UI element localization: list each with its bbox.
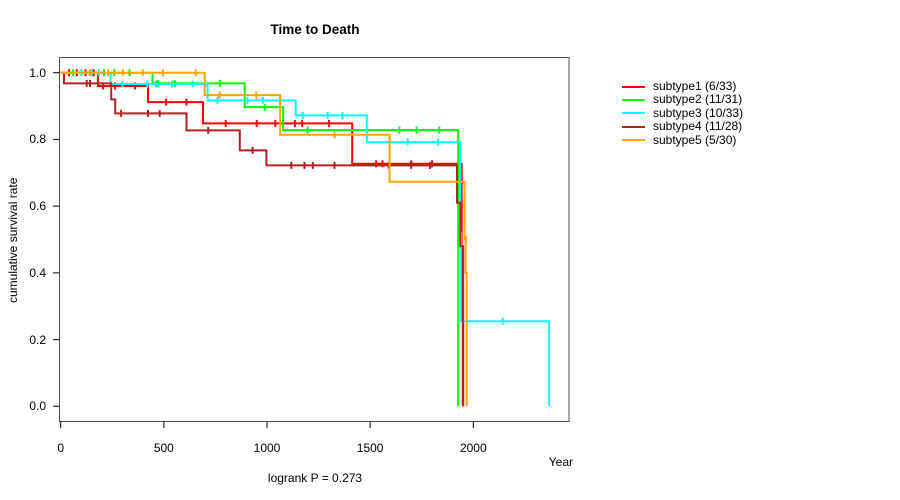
legend-label: subtype5 (5/30) xyxy=(653,132,737,147)
km-curve-subtype5 xyxy=(60,71,468,407)
y-tick-label: 1.0 xyxy=(29,65,46,80)
logrank-p-value: logrank P = 0.273 xyxy=(267,471,363,485)
legend-label: subtype4 (11/28) xyxy=(653,119,743,134)
legend-label: subtype1 (6/33) xyxy=(653,79,737,93)
y-tick-label: 0.4 xyxy=(29,265,46,280)
legend-item-subtype1: subtype1 (6/33) xyxy=(622,79,743,93)
x-tick-label: 2000 xyxy=(459,441,487,455)
y-tick-label: 0.0 xyxy=(29,399,46,414)
legend-item-subtype2: subtype2 (11/31) xyxy=(622,92,743,107)
legend-line-subtype4 xyxy=(622,125,645,128)
legend-line-subtype1 xyxy=(622,85,645,88)
legend-label: subtype3 (10/33) xyxy=(653,105,744,120)
legend-label: subtype2 (11/31) xyxy=(653,92,743,107)
legend-item-subtype5: subtype5 (5/30) xyxy=(622,132,743,147)
km-curve-subtype3 xyxy=(60,71,551,407)
chart-title: Time to Death xyxy=(270,22,360,37)
y-tick-label: 0.6 xyxy=(29,199,46,214)
km-curve-subtype4 xyxy=(60,71,464,407)
x-axis-label: Year xyxy=(548,455,573,469)
x-tick-label: 1500 xyxy=(356,441,384,455)
legend-item-subtype3: subtype3 (10/33) xyxy=(622,105,744,120)
y-axis-label: cumulative survival rate xyxy=(6,177,20,303)
x-tick-label: 0 xyxy=(57,441,65,455)
legend-line-subtype3 xyxy=(622,112,645,115)
legend-item-subtype4: subtype4 (11/28) xyxy=(622,119,743,134)
km-curve-subtype1 xyxy=(60,71,465,407)
legend-line-subtype2 xyxy=(622,99,645,102)
x-tick-label: 500 xyxy=(153,441,174,455)
plot-box xyxy=(59,57,570,422)
legend: subtype1 (6/33) subtype2 (11/31) subtype… xyxy=(622,79,744,147)
legend-line-subtype5 xyxy=(622,139,645,142)
y-tick-label: 0.2 xyxy=(29,332,46,347)
y-tick-label: 0.8 xyxy=(29,132,46,147)
x-tick-label: 1000 xyxy=(253,441,281,455)
